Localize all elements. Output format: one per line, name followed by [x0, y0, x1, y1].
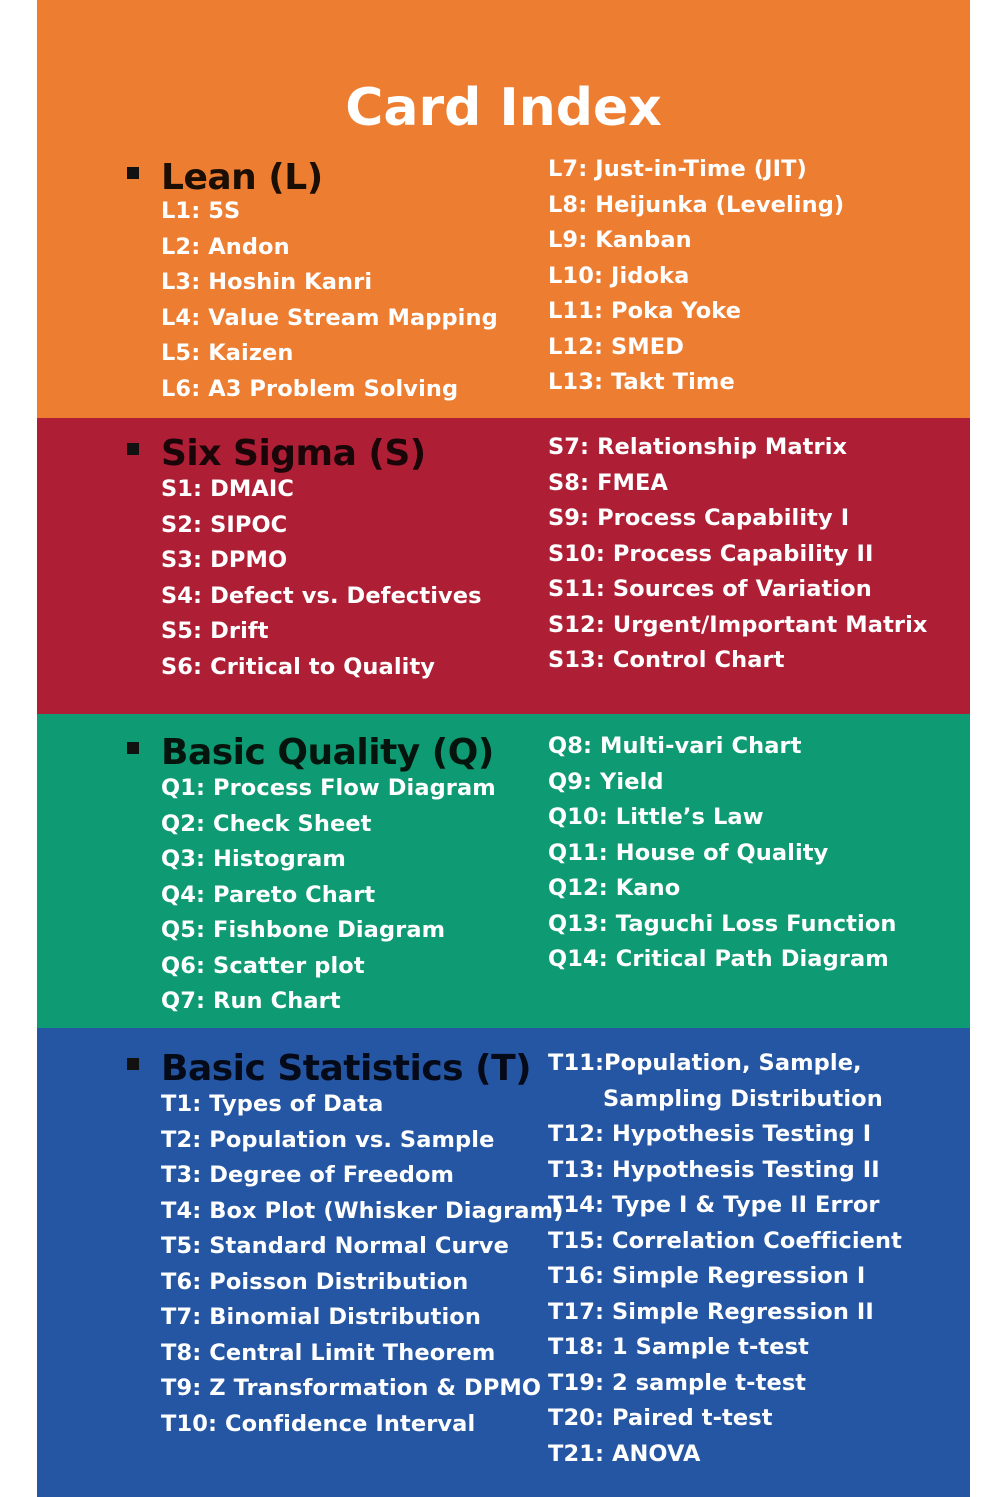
index-entry: T2: Population vs. Sample: [161, 1126, 495, 1153]
index-entry: L7: Just-in-Time (JIT): [548, 156, 807, 182]
index-entry: L6: A3 Problem Solving: [161, 375, 459, 402]
lean-list-right: L7: Just-in-Time (JIT) L8: Heijunka (Leve…: [548, 152, 844, 401]
index-entry: T20: Paired t-test: [548, 1405, 773, 1431]
index-entry: Q5: Fishbone Diagram: [161, 917, 446, 943]
index-entry: L11: Poka Yoke: [548, 298, 742, 324]
index-entry: L13: Takt Time: [548, 369, 735, 395]
basic-quality-heading: Basic Quality (Q): [127, 731, 494, 775]
six-sigma-list-right: S7: Relationship Matrix S8: FMEA S9: Proce…: [548, 430, 928, 679]
index-entry: Q4: Pareto Chart: [161, 881, 376, 908]
index-entry: S7: Relationship Matrix: [548, 434, 848, 460]
index-entry: L9: Kanban: [548, 227, 692, 253]
index-entry: S1: DMAIC: [161, 476, 294, 502]
index-entry: T21: ANOVA: [548, 1440, 701, 1467]
index-entry: S5: Drift: [161, 618, 269, 644]
index-entry: T12: Hypothesis Testing I: [548, 1121, 872, 1147]
index-entry: S4: Defect vs. Defectives: [161, 582, 482, 609]
index-entry: S8: FMEA: [548, 469, 669, 496]
index-entry: S3: DPMO: [161, 547, 288, 573]
lean-section-band: [37, 0, 970, 418]
index-entry: Sampling Distribution: [603, 1085, 883, 1112]
index-entry: S10: Process Capability II: [548, 540, 874, 567]
index-entry: T15: Correlation Coefficient: [548, 1227, 902, 1254]
index-entry: S12: Urgent/Important Matrix: [548, 611, 928, 638]
index-entry: L5: Kaizen: [161, 340, 294, 366]
card-index-card: Card Index Lean (L) L1: 5S L2: Andon L3: H…: [37, 0, 970, 1497]
square-bullet-icon: [127, 443, 139, 455]
index-entry: T14: Type I & Type II Error: [548, 1192, 880, 1218]
index-entry: Q9: Yield: [548, 768, 664, 795]
index-entry: T4: Box Plot (Whisker Diagram): [161, 1197, 564, 1224]
index-entry: S2: SIPOC: [161, 511, 288, 538]
basic-quality-section-band: [37, 714, 970, 1028]
index-entry: T13: Hypothesis Testing II: [548, 1156, 880, 1183]
index-entry: L8: Heijunka (Leveling): [548, 191, 845, 218]
index-entry: T3: Degree of Freedom: [161, 1162, 455, 1188]
index-entry: T7: Binomial Distribution: [161, 1304, 481, 1330]
index-entry: S11: Sources of Variation: [548, 576, 872, 602]
lean-heading: Lean (L): [127, 156, 323, 200]
basic-statistics-heading-label: Basic Statistics (T): [161, 1048, 532, 1089]
index-entry: T8: Central Limit Theorem: [161, 1339, 496, 1366]
basic-statistics-list-right: T11:Population, Sample, Sampling Distribu…: [548, 1046, 902, 1472]
index-entry: Q6: Scatter plot: [161, 952, 365, 979]
index-entry: S9: Process Capability I: [548, 505, 850, 531]
index-entry: Q8: Multi-vari Chart: [548, 733, 802, 759]
page-title: Card Index: [345, 78, 662, 138]
index-entry: Q2: Check Sheet: [161, 810, 372, 837]
six-sigma-list-left: S1: DMAIC S2: SIPOC S3: DPMO S4: Defect vs.…: [161, 472, 482, 685]
six-sigma-heading-label: Six Sigma (S): [161, 433, 426, 474]
basic-quality-list-right: Q8: Multi-vari Chart Q9: Yield Q10: Little…: [548, 729, 897, 978]
index-entry: T19: 2 sample t-test: [548, 1369, 807, 1396]
index-entry: T9: Z Transformation & DPMO: [161, 1375, 542, 1401]
index-entry: T1: Types of Data: [161, 1091, 384, 1117]
index-entry: T10: Confidence Interval: [161, 1410, 476, 1437]
index-entry: L3: Hoshin Kanri: [161, 269, 373, 295]
square-bullet-icon: [127, 742, 139, 754]
index-entry: Q12: Kano: [548, 875, 681, 901]
index-entry: S6: Critical to Quality: [161, 653, 436, 680]
basic-statistics-list-left: T1: Types of Data T2: Population vs. Samp…: [161, 1087, 564, 1442]
index-entry: Q11: House of Quality: [548, 839, 829, 866]
six-sigma-heading: Six Sigma (S): [127, 432, 426, 476]
index-entry: S13: Control Chart: [548, 647, 785, 673]
index-entry: L12: SMED: [548, 333, 685, 360]
index-entry: T17: Simple Regression II: [548, 1298, 874, 1325]
index-entry: T11:Population, Sample,: [548, 1050, 862, 1076]
index-entry: T5: Standard Normal Curve: [161, 1233, 509, 1259]
index-entry: L1: 5S: [161, 198, 241, 224]
basic-quality-list-left: Q1: Process Flow Diagram Q2: Check Sheet Q…: [161, 771, 496, 1020]
index-entry: Q13: Taguchi Loss Function: [548, 910, 897, 937]
basic-statistics-heading: Basic Statistics (T): [127, 1047, 532, 1091]
basic-statistics-section-band: [37, 1028, 970, 1497]
index-entry: Q10: Little’s Law: [548, 804, 764, 830]
index-entry: Q1: Process Flow Diagram: [161, 775, 496, 801]
index-entry: Q3: Histogram: [161, 846, 346, 872]
index-entry: T18: 1 Sample t-test: [548, 1334, 809, 1360]
basic-quality-heading-label: Basic Quality (Q): [161, 732, 494, 773]
index-entry: L4: Value Stream Mapping: [161, 304, 498, 331]
index-entry: Q14: Critical Path Diagram: [548, 946, 889, 972]
six-sigma-section-band: [37, 418, 970, 714]
lean-heading-label: Lean (L): [161, 157, 323, 198]
index-entry: Q7: Run Chart: [161, 988, 341, 1014]
index-entry: L10: Jidoka: [548, 262, 690, 289]
index-entry: T16: Simple Regression I: [548, 1263, 866, 1289]
index-entry: T6: Poisson Distribution: [161, 1268, 469, 1295]
square-bullet-icon: [127, 1058, 139, 1070]
index-entry: L2: Andon: [161, 233, 290, 260]
square-bullet-icon: [127, 167, 139, 179]
lean-list-left: L1: 5S L2: Andon L3: Hoshin Kanri L4: Value…: [161, 194, 498, 407]
